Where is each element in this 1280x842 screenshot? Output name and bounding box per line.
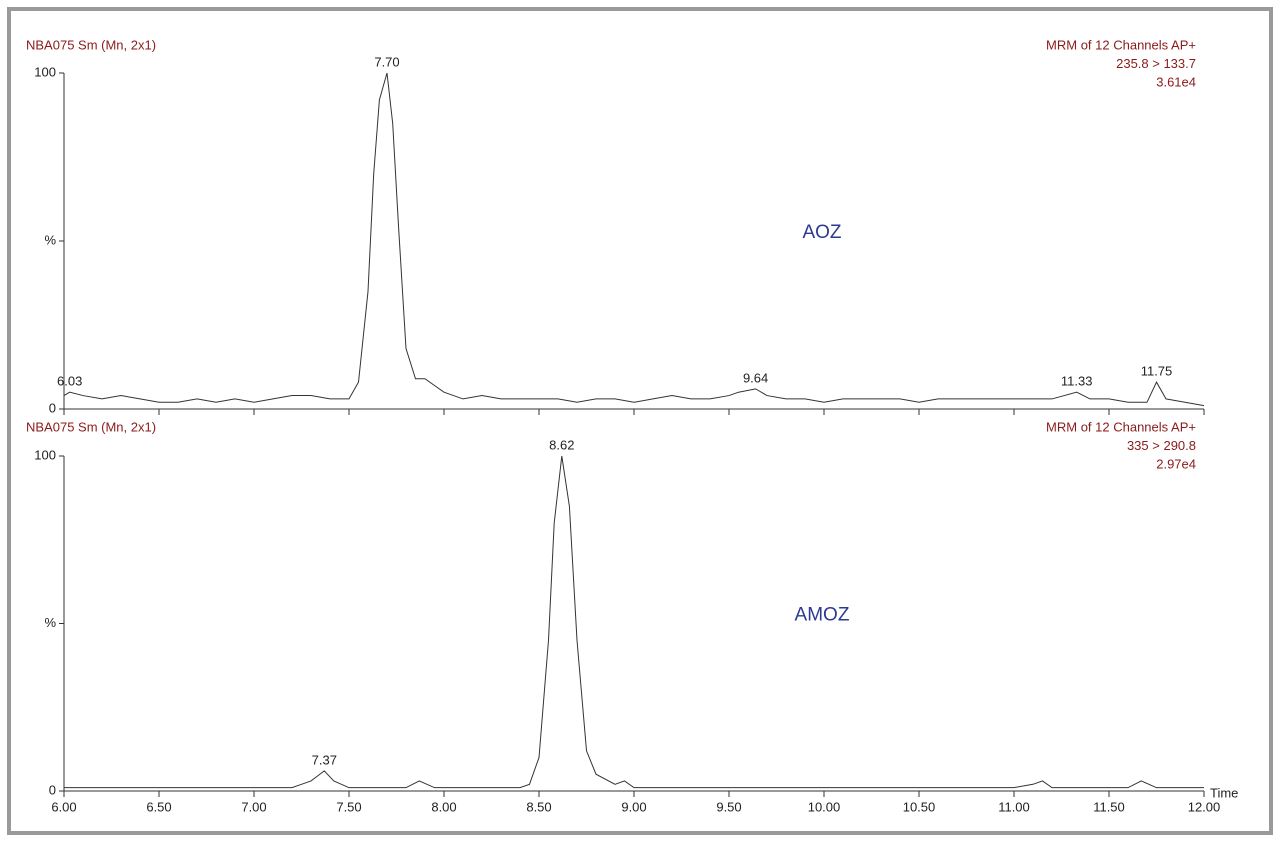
x-tick-label: 11.00 xyxy=(998,799,1030,814)
peak-label: 9.64 xyxy=(743,370,768,385)
frame xyxy=(7,7,1273,835)
header-left: NBA075 Sm (Mn, 2x1) xyxy=(26,37,156,52)
x-tick-label: 10.00 xyxy=(808,799,841,814)
header-left: NBA075 Sm (Mn, 2x1) xyxy=(26,419,156,434)
header-right: MRM of 12 Channels AP+ xyxy=(1046,37,1196,52)
x-tick-label: 6.50 xyxy=(146,799,171,814)
x-tick-label: 7.00 xyxy=(241,799,266,814)
annotation: AMOZ xyxy=(795,605,850,626)
x-tick-label: 9.00 xyxy=(621,799,646,814)
x-tick-label: 8.00 xyxy=(431,799,456,814)
trace xyxy=(64,455,1204,789)
trace xyxy=(63,72,1205,407)
peak-label: 8.62 xyxy=(549,437,574,452)
x-axis-label: Time xyxy=(1210,785,1238,800)
header-right: 235.8 > 133.7 xyxy=(1116,56,1196,71)
header-right: 335 > 290.8 xyxy=(1127,438,1196,453)
header-right: MRM of 12 Channels AP+ xyxy=(1046,419,1196,434)
x-tick-label: 6.00 xyxy=(51,799,76,814)
peak-label: 11.75 xyxy=(1141,364,1173,379)
x-tick-label: 7.50 xyxy=(336,799,361,814)
annotation: AOZ xyxy=(802,222,841,243)
y-tick-label: 100 xyxy=(34,447,56,462)
peak-label: 11.33 xyxy=(1061,374,1093,389)
y-tick-label: 0 xyxy=(49,400,56,415)
peak-label: 7.70 xyxy=(374,54,399,69)
y-tick-label: % xyxy=(44,615,56,630)
peak-label: 7.37 xyxy=(312,752,337,767)
x-tick-label: 9.50 xyxy=(716,799,741,814)
y-tick-label: 0 xyxy=(49,782,56,797)
y-tick-label: % xyxy=(44,232,56,247)
header-right: 3.61e4 xyxy=(1156,74,1196,89)
x-tick-label: 11.50 xyxy=(1093,799,1125,814)
x-tick-label: 10.50 xyxy=(903,799,936,814)
header-right: 2.97e4 xyxy=(1156,456,1196,471)
peak-label: 6.03 xyxy=(57,374,82,389)
x-tick-label: 12.00 xyxy=(1188,799,1221,814)
y-tick-label: 100 xyxy=(34,64,56,79)
x-tick-label: 8.50 xyxy=(526,799,551,814)
